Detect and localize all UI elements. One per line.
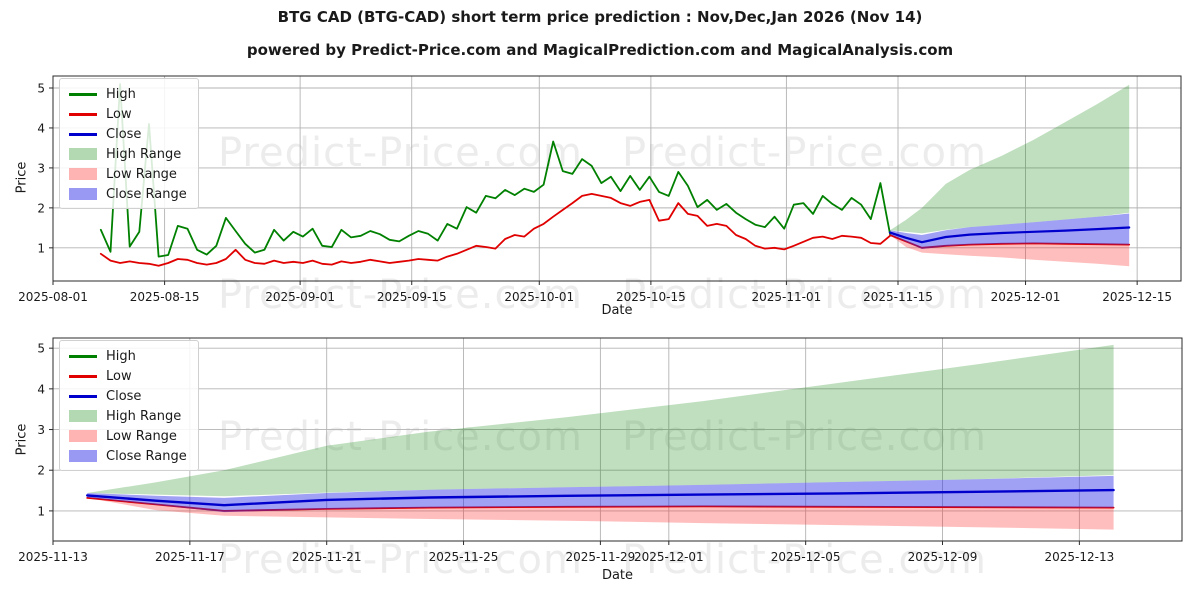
legend-item-label: Close Range bbox=[106, 186, 187, 202]
legend-item-label: Low bbox=[106, 368, 132, 384]
svg-text:4: 4 bbox=[37, 121, 45, 135]
svg-text:1: 1 bbox=[37, 241, 45, 255]
svg-text:2025-11-13: 2025-11-13 bbox=[18, 550, 88, 564]
svg-text:2025-11-17: 2025-11-17 bbox=[155, 550, 225, 564]
svg-text:2025-12-13: 2025-12-13 bbox=[1044, 550, 1114, 564]
svg-text:2025-11-29: 2025-11-29 bbox=[566, 550, 636, 564]
legend-item-label: Low Range bbox=[106, 166, 177, 182]
legend-line-swatch bbox=[69, 354, 97, 358]
y-axis-label-top: Price bbox=[14, 161, 30, 194]
legend-item-label: High bbox=[106, 348, 136, 364]
watermark-text: Predict-Price.com bbox=[622, 414, 987, 460]
legend-line-swatch bbox=[69, 92, 97, 96]
legend-patch-swatch bbox=[69, 410, 97, 422]
svg-text:2025-11-01: 2025-11-01 bbox=[752, 290, 822, 304]
svg-text:5: 5 bbox=[37, 81, 45, 95]
legend-item-label: Low bbox=[106, 106, 132, 122]
svg-text:2025-12-01: 2025-12-01 bbox=[634, 550, 704, 564]
svg-text:1: 1 bbox=[37, 504, 45, 518]
svg-text:2025-09-01: 2025-09-01 bbox=[265, 290, 335, 304]
legend-item: Low Range bbox=[60, 426, 198, 446]
legend-patch-swatch bbox=[69, 168, 97, 180]
legend-item-label: Low Range bbox=[106, 428, 177, 444]
svg-text:2025-12-01: 2025-12-01 bbox=[991, 290, 1061, 304]
y-axis-label-bottom: Price bbox=[14, 423, 30, 456]
svg-text:2025-12-09: 2025-12-09 bbox=[908, 550, 978, 564]
svg-text:2025-11-25: 2025-11-25 bbox=[429, 550, 499, 564]
x-axis-label-top: Date bbox=[601, 303, 633, 318]
legend-patch-swatch bbox=[69, 430, 97, 442]
svg-text:5: 5 bbox=[37, 342, 45, 356]
svg-text:2025-10-15: 2025-10-15 bbox=[616, 290, 686, 304]
watermark-text: Predict-Price.com bbox=[218, 130, 583, 176]
legend-item-label: Close bbox=[106, 126, 142, 142]
legend-item: Close bbox=[60, 124, 198, 144]
legend-item-label: Close bbox=[106, 388, 142, 404]
svg-text:2: 2 bbox=[37, 464, 45, 478]
legend-patch-swatch bbox=[69, 188, 97, 200]
svg-text:2025-12-15: 2025-12-15 bbox=[1102, 290, 1172, 304]
legend-item-label: Close Range bbox=[106, 448, 187, 464]
svg-text:2025-08-15: 2025-08-15 bbox=[130, 290, 200, 304]
page-title: BTG CAD (BTG-CAD) short term price predi… bbox=[277, 8, 923, 26]
x-axis-label-bottom: Date bbox=[601, 568, 634, 583]
legend-item: High Range bbox=[60, 406, 198, 426]
legend-line-swatch bbox=[69, 112, 97, 116]
svg-text:2025-08-01: 2025-08-01 bbox=[18, 290, 88, 304]
legend-item: Close bbox=[60, 386, 198, 406]
legend-line-swatch bbox=[69, 132, 97, 136]
legend-item-label: High bbox=[106, 86, 136, 102]
svg-text:2025-09-15: 2025-09-15 bbox=[377, 290, 447, 304]
legend-item: Low Range bbox=[60, 164, 198, 184]
legend-item: Close Range bbox=[60, 446, 198, 466]
legend-line-swatch bbox=[69, 374, 97, 378]
svg-text:2025-11-15: 2025-11-15 bbox=[863, 290, 933, 304]
page-subtitle: powered by Predict-Price.com and Magical… bbox=[246, 41, 954, 59]
legend-item: High Range bbox=[60, 144, 198, 164]
legend-item-label: High Range bbox=[106, 146, 182, 162]
legend-item: Close Range bbox=[60, 184, 198, 204]
legend-bottom-chart: High Low Close High Range Low Range Close Ran… bbox=[59, 340, 199, 471]
watermark-text: Predict-Price.com bbox=[218, 414, 583, 460]
legend-patch-swatch bbox=[69, 148, 97, 160]
legend-line-swatch bbox=[69, 394, 97, 398]
svg-text:4: 4 bbox=[37, 382, 45, 396]
svg-text:3: 3 bbox=[37, 423, 45, 437]
legend-item: High bbox=[60, 346, 198, 366]
svg-text:2025-11-21: 2025-11-21 bbox=[292, 550, 362, 564]
legend-item: Low bbox=[60, 104, 198, 124]
legend-patch-swatch bbox=[69, 450, 97, 462]
svg-text:3: 3 bbox=[37, 161, 45, 175]
svg-text:2: 2 bbox=[37, 201, 45, 215]
svg-text:2025-10-01: 2025-10-01 bbox=[504, 290, 574, 304]
watermark-text: Predict-Price.com bbox=[622, 130, 987, 176]
legend-item: Low bbox=[60, 366, 198, 386]
legend-item: High bbox=[60, 84, 198, 104]
svg-text:2025-12-05: 2025-12-05 bbox=[771, 550, 841, 564]
legend-item-label: High Range bbox=[106, 408, 182, 424]
legend-top-chart: High Low Close High Range Low Range Close Ran… bbox=[59, 78, 199, 209]
